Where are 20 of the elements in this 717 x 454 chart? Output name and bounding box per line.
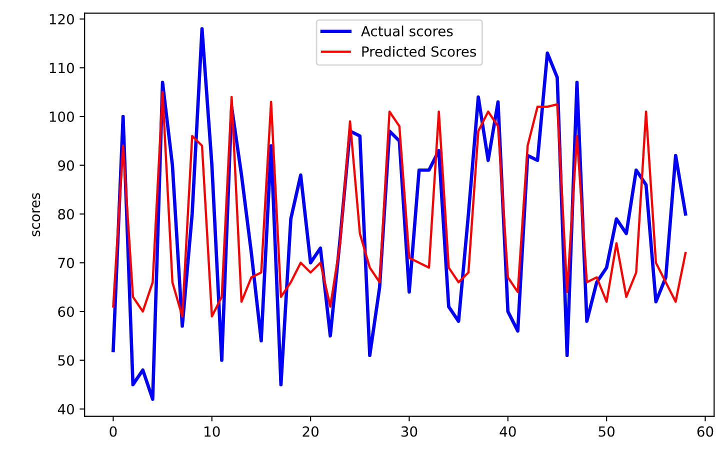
legend-label: Actual scores <box>361 26 453 36</box>
y-tick-label: 50 <box>58 355 74 366</box>
line-series <box>112 91 687 318</box>
y-tick-label: 120 <box>50 14 74 24</box>
x-tick-label: 0 <box>110 426 117 437</box>
x-tick-label: 30 <box>401 426 418 437</box>
y-tick-label: 110 <box>50 62 74 74</box>
x-tick-label: 10 <box>204 426 220 437</box>
x-tick-label: 50 <box>598 426 614 437</box>
legend-label: Predicted Scores <box>362 46 476 57</box>
y-axis-title: scores <box>32 193 40 236</box>
y-tick-label: 90 <box>58 160 74 171</box>
y-tick-label: 60 <box>58 306 74 317</box>
y-tick-label: 80 <box>58 208 74 220</box>
x-tick-label: 40 <box>500 426 516 437</box>
x-tick-label: 20 <box>302 426 318 437</box>
y-tick-label: 40 <box>58 404 74 414</box>
y-tick-label: 100 <box>50 111 74 122</box>
y-tick-label: 70 <box>58 258 74 268</box>
x-tick-label: 60 <box>697 426 714 437</box>
